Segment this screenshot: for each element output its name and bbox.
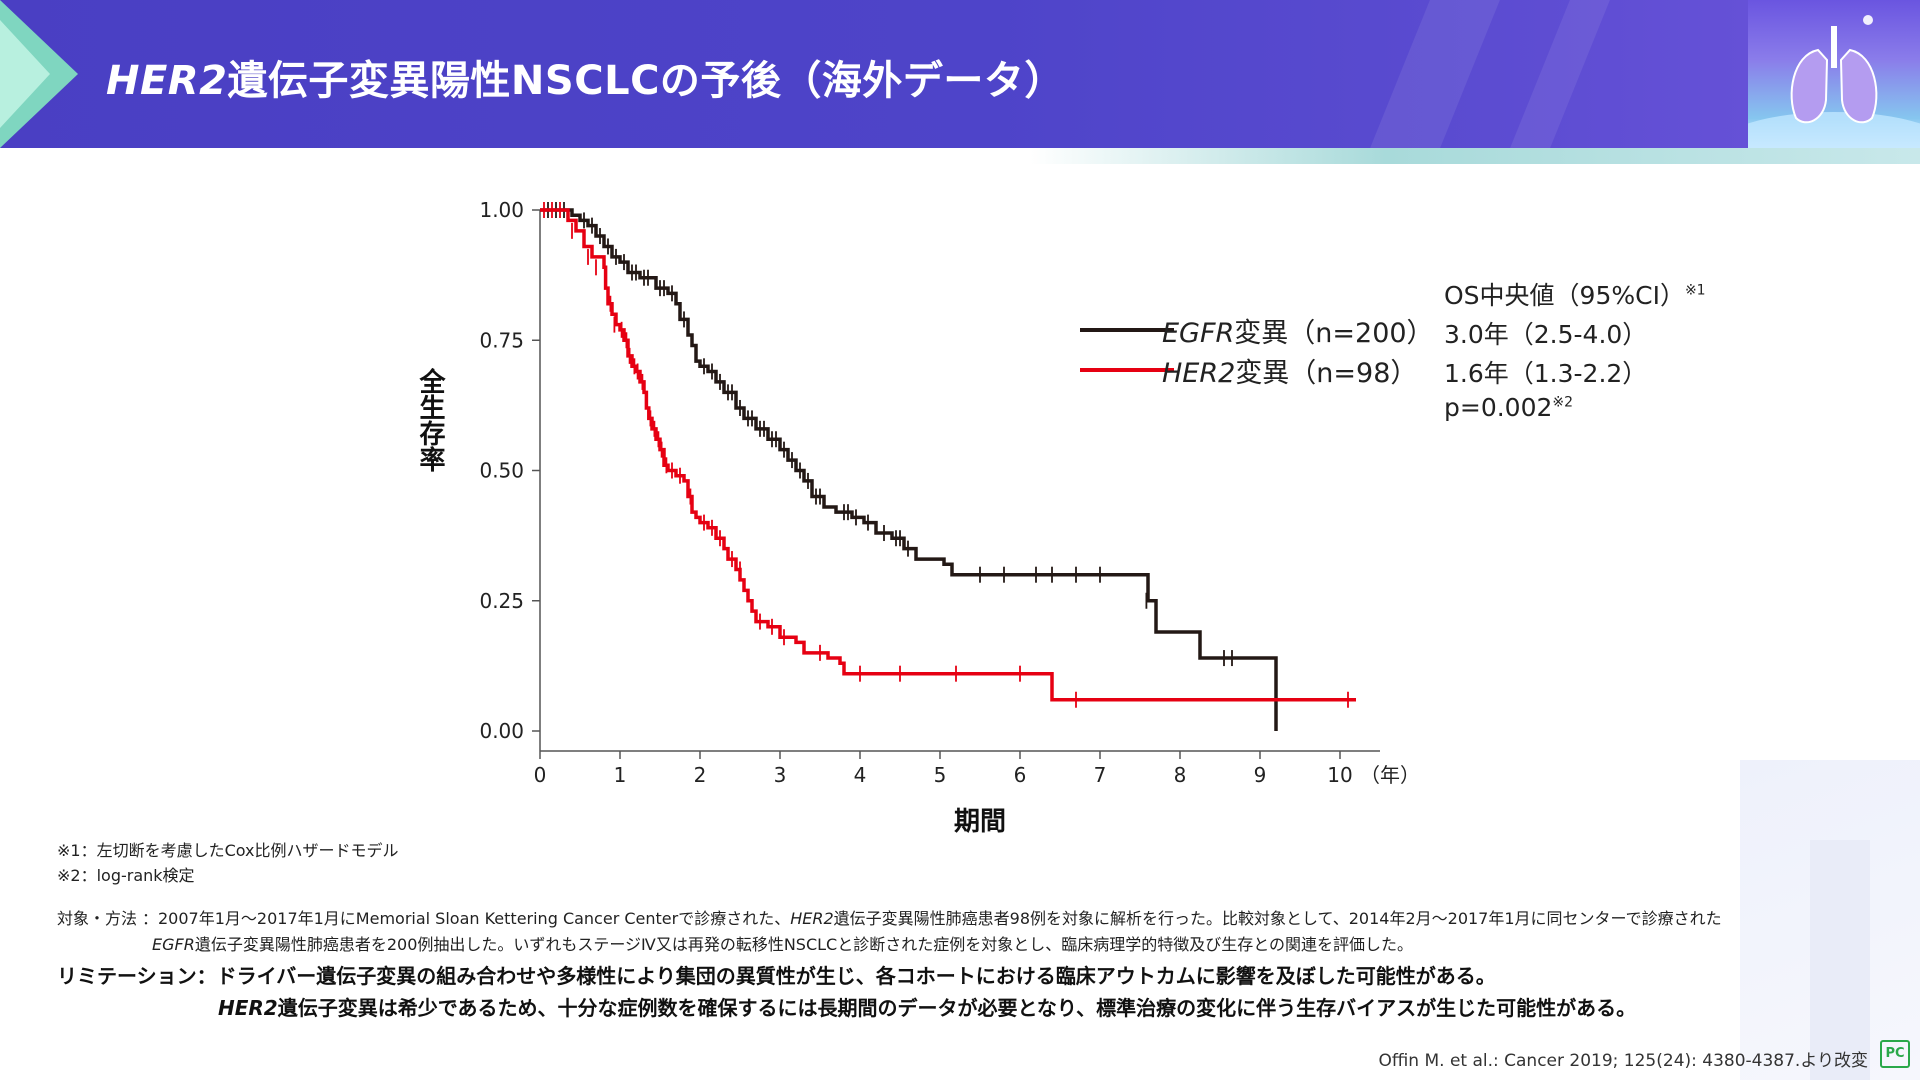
x-tick-label: 3 [774,763,787,787]
method-label: 対象・方法 [57,909,138,928]
page-title: HER2遺伝子変異陽性NSCLCの予後（海外データ） [106,48,1065,106]
os-her2-value: 1.6年（1.3-2.2） [1444,359,1648,388]
her2-survival-curve [540,208,1356,702]
bg-decoration [1810,840,1870,1080]
citation: Offin M. et al.: Cancer 2019; 125(24): 4… [1378,1051,1868,1071]
lung-logo-icon [1748,0,1920,148]
header-bar: HER2遺伝子変異陽性NSCLCの予後（海外データ） [0,0,1920,164]
legend-line-egfr [1080,328,1174,332]
legend-line-her2 [1080,368,1174,372]
header-underline [1030,148,1920,164]
x-axis-unit: （年） [1360,763,1420,787]
x-tick-label: 6 [1014,763,1027,787]
y-tick-label: 0.25 [479,589,524,613]
footnote-2: ※2：log-rank検定 [57,866,195,885]
title-gene: HER2 [106,58,228,104]
method-line-2: EGFR遺伝子変異陽性肺癌患者を200例抽出した。いずれもステージⅣ又は再発の転… [152,935,1414,954]
os-header: OS中央値（95%CI）※1 [1444,281,1706,310]
x-tick-label: 2 [694,763,707,787]
p-value: p=0.002※2 [1444,393,1574,422]
x-tick-label: 5 [934,763,947,787]
x-axis-title: 期間 [954,807,1006,837]
method-line-1: ：2007年1月～2017年1月にMemorial Sloan Ketterin… [142,909,1722,928]
y-axis-title: 全生存率 [415,367,446,472]
x-tick-label: 7 [1094,763,1107,787]
y-tick-label: 0.00 [479,719,524,743]
header-band [0,0,1800,148]
limitation-line-1: リミテーション：ドライバー遺伝子変異の組み合わせや多様性により集団の異質性が生じ… [57,964,1496,988]
y-tick-label: 0.50 [479,459,524,483]
egfr-survival-curve [540,208,1278,731]
footnote-1: ※1：左切断を考慮したCox比例ハザードモデル [57,841,399,860]
legend-label-her2: HER2変異（n=98） [1162,358,1418,389]
header-arrow-inner-icon [0,20,50,128]
chart-axes [539,210,1380,752]
x-tick-label: 8 [1174,763,1187,787]
pc-logo-icon: PC [1880,1040,1910,1068]
x-tick-label: 4 [854,763,867,787]
title-text: 遺伝子変異陽性NSCLCの予後（海外データ） [227,58,1065,104]
y-tick-label: 0.75 [479,328,524,352]
x-tick-label: 0 [534,763,547,787]
os-egfr-value: 3.0年（2.5-4.0） [1444,320,1648,349]
x-tick-label: 9 [1254,763,1267,787]
y-tick-label: 1.00 [479,198,524,222]
legend-label-egfr: EGFR変異（n=200） [1162,318,1434,349]
x-tick-label: 1 [614,763,627,787]
x-tick-label: 10 [1327,763,1352,787]
limitation-line-2: HER2遺伝子変異は希少であるため、十分な症例数を確保するには長期間のデータが必… [218,996,1637,1020]
